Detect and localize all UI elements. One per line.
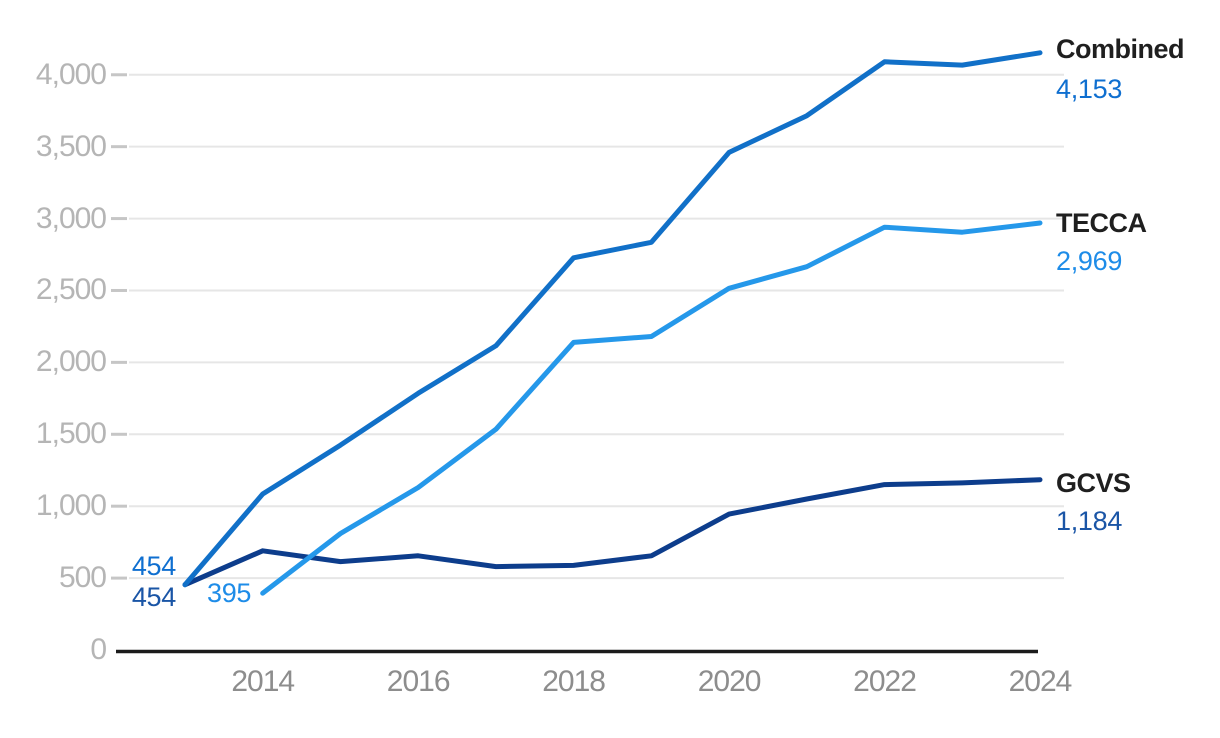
y-tick-label: 3,500 — [35, 129, 107, 163]
x-tick-label: 2014 — [231, 665, 295, 698]
series-start-value-gcvs: 454 — [131, 582, 176, 612]
series-end-value-tecca: 2,969 — [1056, 246, 1123, 276]
series-end-value-gcvs: 1,184 — [1056, 506, 1123, 536]
x-tick-label: 2022 — [853, 665, 917, 698]
y-tick-label: 2,500 — [35, 273, 107, 307]
x-tick-label: 2020 — [697, 665, 762, 698]
x-tick-label: 2016 — [386, 665, 451, 698]
series-start-value-combined: 454 — [131, 551, 176, 581]
x-tick-label: 2018 — [542, 665, 606, 698]
series-end-label-tecca: TECCA — [1056, 208, 1147, 238]
y-tick-label: 1,500 — [35, 417, 107, 451]
y-tick-label: 2,000 — [35, 345, 107, 379]
x-tick-label: 2024 — [1008, 665, 1073, 698]
y-tick-label: 3,000 — [35, 201, 107, 235]
y-tick-label: 500 — [58, 561, 107, 595]
series-end-label-gcvs: GCVS — [1056, 468, 1131, 498]
series-line-tecca — [260, 220, 1043, 596]
series-line-gcvs — [182, 477, 1043, 588]
series-line-combined — [182, 50, 1043, 588]
series-end-value-combined: 4,153 — [1056, 74, 1123, 104]
y-tick-label: 1,000 — [35, 489, 107, 523]
y-tick-label: 0 — [90, 633, 107, 666]
series-end-label-combined: Combined — [1056, 34, 1185, 64]
series-start-value-tecca: 395 — [207, 578, 252, 608]
y-tick-label: 4,000 — [35, 57, 107, 91]
